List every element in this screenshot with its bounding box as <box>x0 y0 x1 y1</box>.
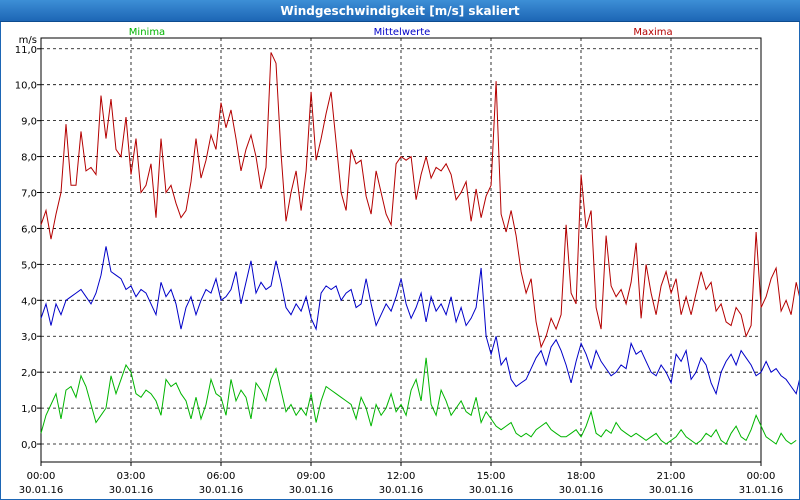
x-tick-date: 30.01.16 <box>109 485 154 496</box>
y-tick-label: 9,0 <box>21 117 37 128</box>
y-tick-label: 3,0 <box>21 332 37 343</box>
x-tick-date: 30.01.16 <box>199 485 244 496</box>
x-tick-time: 21:00 <box>657 471 686 482</box>
x-tick-time: 00:00 <box>27 471 56 482</box>
y-axis-label: m/s <box>19 35 37 46</box>
x-tick-time: 06:00 <box>207 471 236 482</box>
wind-speed-chart: 0,0 1,0 2,0 3,0 4,0 5,0 6,0 7,0 8,0 9,0 10,0 11,0m/… <box>15 27 799 496</box>
legend-mittelwerte: Mittelwerte <box>374 27 431 38</box>
x-tick-time: 15:00 <box>477 471 506 482</box>
y-tick-label: 1,0 <box>21 404 37 415</box>
x-tick-time: 03:00 <box>117 471 146 482</box>
axis-layer: 0,0 1,0 2,0 3,0 4,0 5,0 6,0 7,0 8,0 9,0 10,0 11,0m/… <box>15 35 784 496</box>
y-tick-label: 10,0 <box>15 81 37 92</box>
grid-layer <box>40 37 762 463</box>
x-tick-date: 30.01.16 <box>649 485 694 496</box>
y-tick-label: 11,0 <box>15 45 37 56</box>
series-line-mittelwerte <box>40 246 799 396</box>
legend-layer: Minima Mittelwerte Maxima <box>129 27 673 38</box>
y-tick-label: 2,0 <box>21 368 37 379</box>
x-tick-time: 09:00 <box>297 471 326 482</box>
x-tick-date: 30.01.16 <box>379 485 424 496</box>
legend-maxima: Maxima <box>633 27 672 38</box>
x-tick-date: 30.01.16 <box>289 485 334 496</box>
y-tick-label: 8,0 <box>21 153 37 164</box>
x-tick-date: 30.01.16 <box>559 485 604 496</box>
y-tick-label: 4,0 <box>21 296 37 307</box>
x-tick-date: 31.01.16 <box>739 485 784 496</box>
series-line-maxima <box>40 52 799 349</box>
x-tick-date: 30.01.16 <box>19 485 64 496</box>
legend-minima: Minima <box>129 27 165 38</box>
x-tick-date: 30.01.16 <box>469 485 514 496</box>
x-tick-time: 00:00 <box>747 471 776 482</box>
chart-title: Windgeschwindigkeit [m/s] skaliert <box>0 0 800 22</box>
x-tick-time: 12:00 <box>387 471 416 482</box>
x-tick-time: 18:00 <box>567 471 596 482</box>
series-layer <box>40 52 799 445</box>
y-tick-label: 0,0 <box>21 440 37 451</box>
y-tick-label: 6,0 <box>21 224 37 235</box>
chart-frame: 0,0 1,0 2,0 3,0 4,0 5,0 6,0 7,0 8,0 9,0 10,0 11,0 m/… <box>0 22 800 500</box>
y-tick-label: 5,0 <box>21 260 37 271</box>
series-line-minima <box>40 357 797 445</box>
y-tick-label: 7,0 <box>21 189 37 200</box>
